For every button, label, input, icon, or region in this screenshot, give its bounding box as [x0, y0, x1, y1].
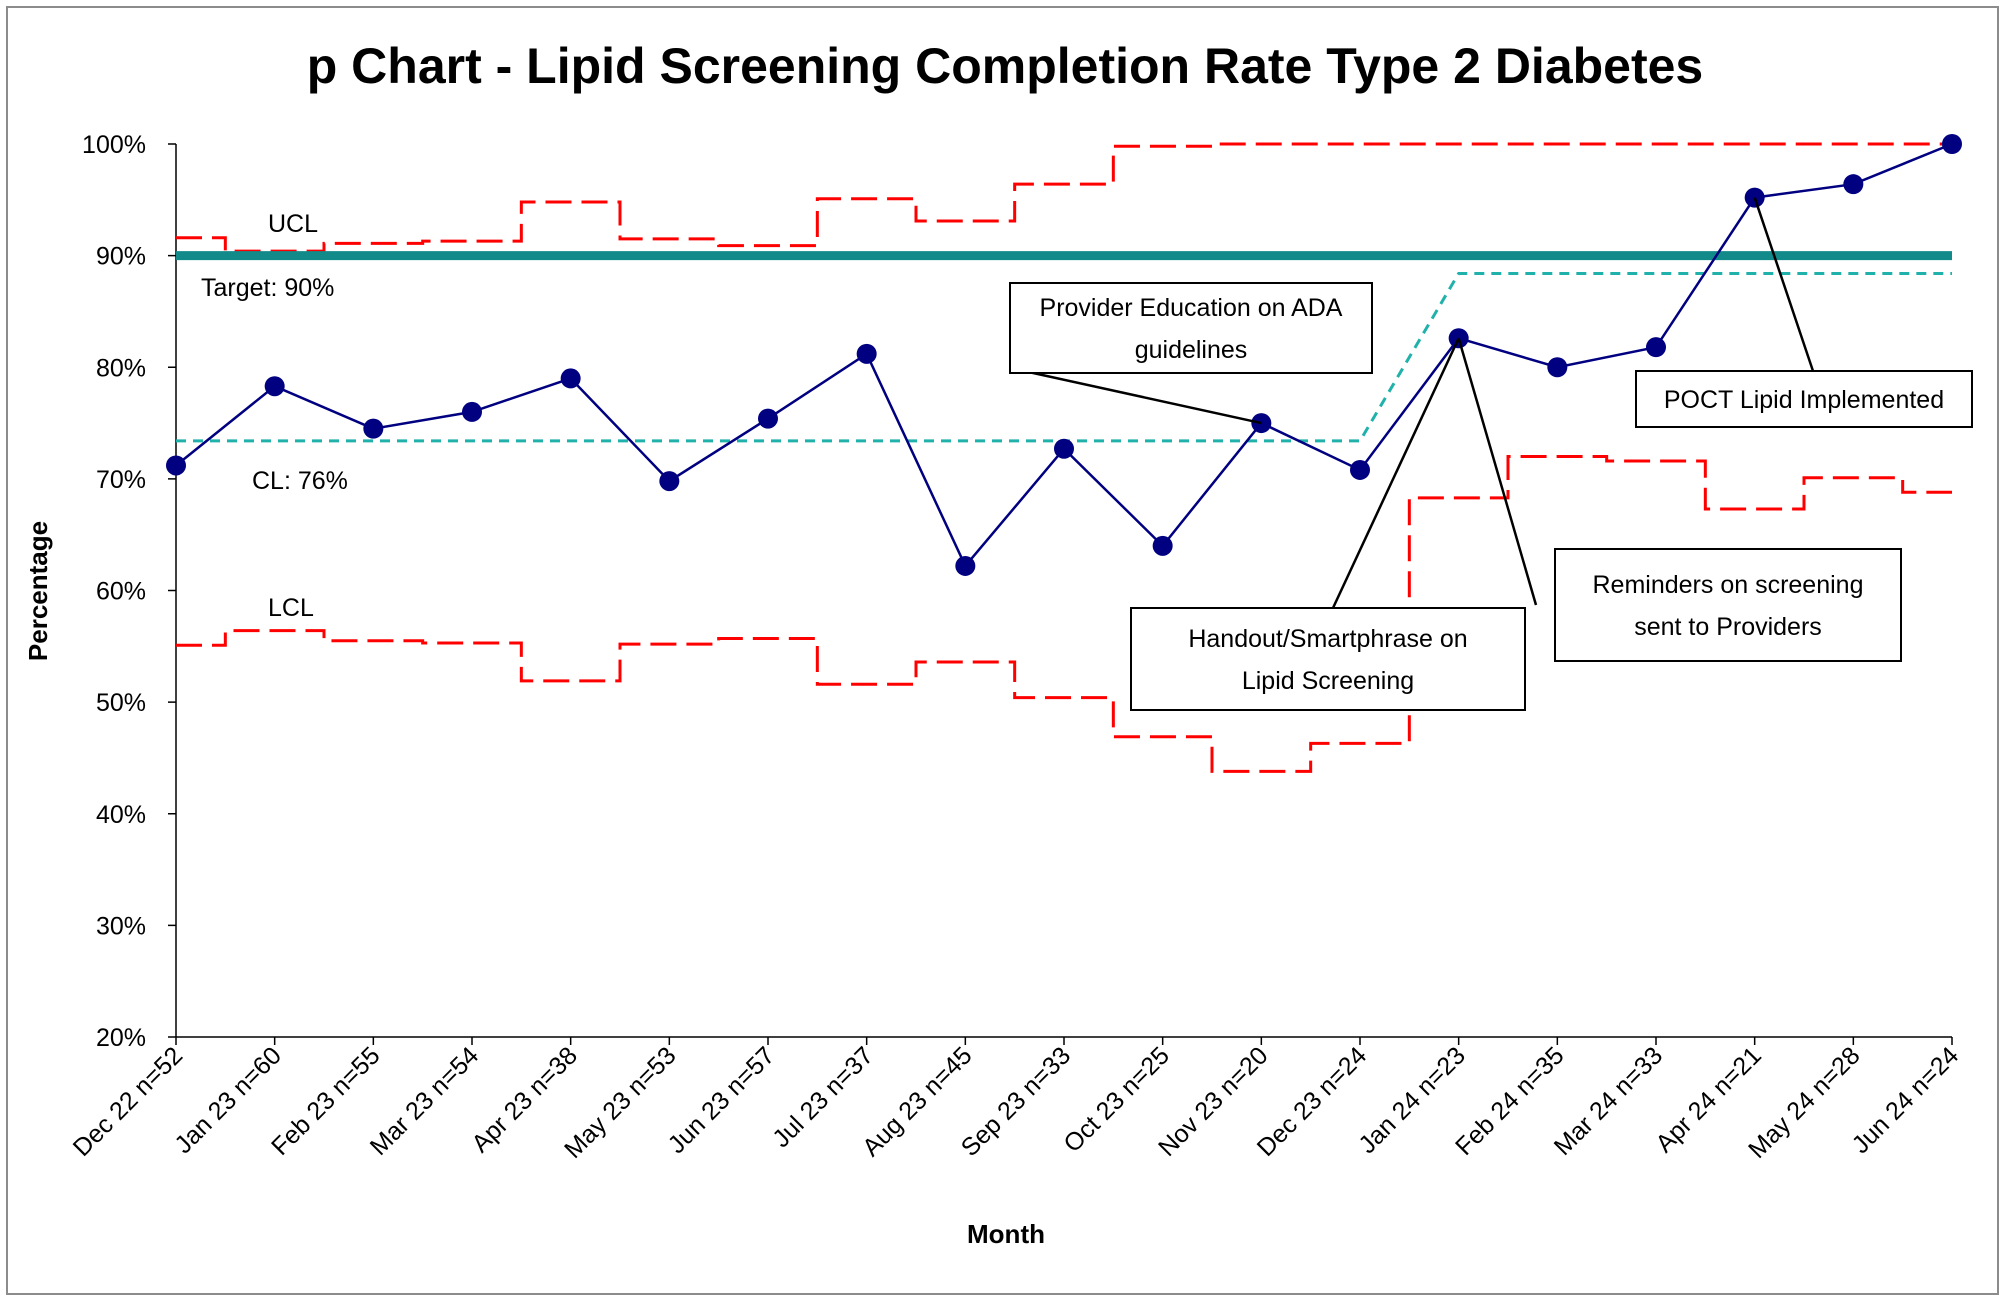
y-tick-label: 80% — [96, 354, 146, 382]
data-point — [659, 471, 680, 492]
data-point — [264, 376, 285, 397]
callout-leader — [1457, 337, 1538, 606]
annotations: Provider Education on ADA guidelines Hando… — [1009, 197, 1973, 711]
data-point — [363, 418, 384, 439]
callout-leader — [1023, 369, 1262, 425]
y-tick-label: 90% — [96, 243, 146, 271]
x-tick-label: Jun 24 n=24 — [1847, 1041, 1965, 1159]
callout-box — [1635, 370, 1973, 428]
callout-text: Handout/Smartphrase on — [1188, 625, 1467, 653]
callout-text: Reminders on screening — [1593, 571, 1864, 599]
callout-leader — [1753, 197, 1815, 372]
data-point — [1646, 337, 1666, 358]
data-point — [1350, 459, 1370, 480]
data-point — [856, 343, 877, 364]
y-tick-label: 70% — [96, 466, 146, 494]
lcl-line — [176, 455, 1952, 773]
y-tick-label: 40% — [96, 801, 146, 829]
data-point — [1054, 438, 1074, 459]
ucl-label: UCL — [268, 210, 318, 238]
y-tick-label: 20% — [96, 1024, 146, 1052]
data-point — [166, 455, 186, 476]
data-point — [1547, 357, 1568, 378]
callout-text: Provider Education on ADA — [1040, 294, 1343, 322]
x-tick-label: Jun 23 n=57 — [663, 1041, 781, 1159]
callout-text: POCT Lipid Implemented — [1664, 386, 1944, 414]
callout-text: Lipid Screening — [1242, 667, 1414, 695]
center-line-label: CL: 76% — [252, 467, 348, 495]
x-tick-label: Dec 22 n=52 — [68, 1041, 189, 1162]
target-label: Target: 90% — [201, 274, 334, 302]
callout-box — [1009, 282, 1373, 374]
y-tick-label: 30% — [96, 912, 146, 940]
callout-leader — [1331, 337, 1460, 609]
y-tick-label: 60% — [96, 578, 146, 606]
data-point — [758, 408, 778, 429]
y-tick-label: 50% — [96, 689, 146, 717]
callout-text: guidelines — [1135, 336, 1248, 364]
chart-title: p Chart - Lipid Screening Completion Rat… — [307, 38, 1704, 94]
y-axis-title: Percentage — [23, 521, 53, 661]
data-point — [1942, 134, 1962, 154]
data-point — [1843, 174, 1864, 195]
data-point — [955, 555, 976, 576]
callout-text: sent to Providers — [1634, 613, 1822, 641]
callout-box — [1554, 548, 1902, 662]
line-labels: UCL Target: 90% CL: 76% LCL — [201, 210, 348, 622]
lcl-label: LCL — [268, 594, 314, 622]
y-tick-label: 100% — [82, 131, 146, 159]
data-point — [462, 401, 482, 422]
callout-box — [1130, 607, 1526, 711]
data-point — [560, 368, 581, 389]
data-point — [1152, 535, 1173, 556]
ucl-line — [176, 142, 1952, 253]
x-axis-title: Month — [967, 1219, 1045, 1249]
